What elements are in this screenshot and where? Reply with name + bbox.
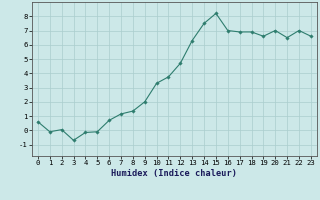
X-axis label: Humidex (Indice chaleur): Humidex (Indice chaleur) xyxy=(111,169,237,178)
